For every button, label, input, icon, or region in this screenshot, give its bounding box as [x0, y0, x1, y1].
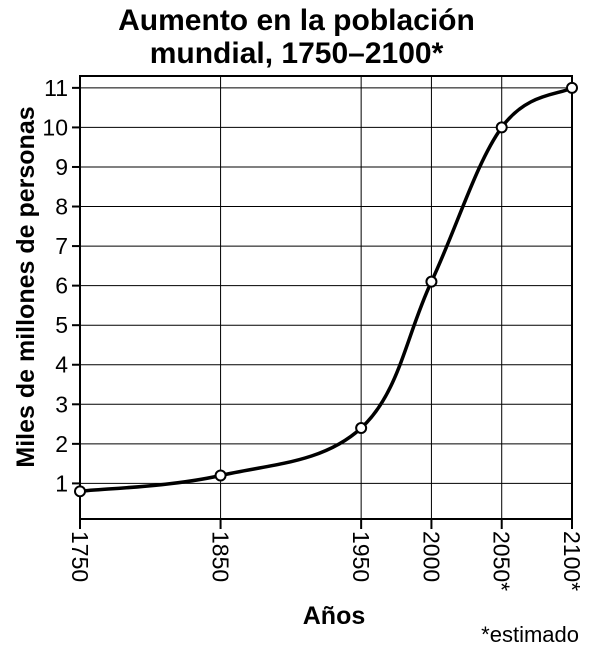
data-point: [425, 275, 438, 288]
y-axis-tick-labels: 1 2 3 4 5 6 7 8 9 10 11: [42, 75, 68, 497]
x-tick-label: 1950: [348, 531, 374, 582]
grid-lines: [79, 76, 573, 519]
x-tick-label: 2050*: [489, 531, 515, 591]
chart-title-line-1: Aumento en la población: [118, 4, 475, 37]
chart-title-line-2: mundial, 1750–2100*: [149, 37, 444, 70]
y-tick-label: 8: [55, 194, 68, 220]
x-tick-label: 2000: [418, 531, 444, 582]
y-tick-label: 7: [55, 233, 68, 259]
y-tick-label: 10: [42, 114, 68, 140]
data-point: [495, 121, 508, 134]
footnote: *estimado: [481, 622, 579, 647]
axis-ticks: [72, 86, 573, 529]
y-tick-label: 11: [44, 75, 68, 101]
y-tick-label: 9: [55, 154, 68, 180]
data-point: [74, 485, 86, 498]
x-tick-label: 2100*: [559, 531, 585, 591]
data-point: [214, 469, 227, 482]
chart-title: Aumento en la población mundial, 1750–21…: [0, 4, 593, 70]
x-tick-label: 1750: [67, 531, 93, 582]
population-series-line: [78, 86, 574, 494]
y-tick-label: 6: [55, 273, 68, 299]
x-axis-tick-labels: 1750 1850 1950 2000 2050* 2100*: [67, 531, 585, 591]
y-tick-label: 2: [55, 431, 68, 457]
y-axis-label: Miles de millones de personas: [12, 106, 40, 467]
y-tick-label: 1: [55, 470, 68, 496]
y-tick-label: 5: [55, 312, 68, 338]
y-tick-label: 4: [55, 352, 68, 378]
data-point-markers: [74, 81, 578, 498]
x-axis-label: Años: [303, 602, 366, 630]
plot-area-frame: [79, 75, 573, 520]
data-point: [355, 422, 368, 435]
x-tick-label: 1850: [208, 531, 234, 582]
data-point: [566, 81, 578, 94]
y-tick-label: 3: [55, 391, 68, 417]
